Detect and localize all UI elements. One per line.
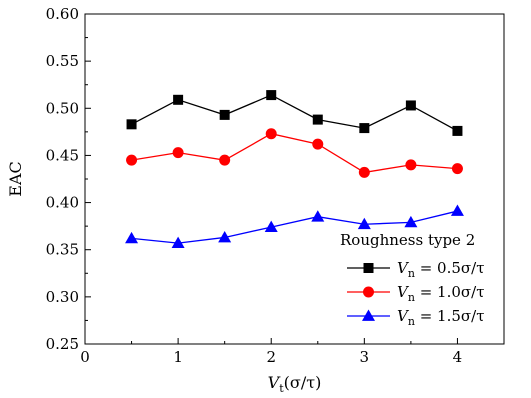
series-3 [125,204,464,248]
data-point [265,128,277,140]
data-point [358,166,370,178]
y-tick-label: 0.35 [46,241,79,259]
data-point [219,109,230,120]
data-point [218,230,232,243]
data-point [312,114,323,125]
data-point [450,204,464,216]
data-point [126,119,137,130]
data-point [405,159,417,171]
data-point [451,163,463,175]
legend-label: Vn = 1.0σ/τ [397,283,485,304]
data-point [405,100,416,111]
x-tick-label: 4 [453,348,463,366]
data-point [172,147,184,159]
data-point [266,90,277,101]
legend-item-1: Vn = 0.5σ/τ [347,259,485,280]
y-tick-label: 0.40 [46,194,79,212]
data-point [126,154,138,166]
y-axis-ticks: 0.25 0.30 0.35 0.40 0.45 0.50 0.55 0.60 [46,5,91,353]
legend-swatch-marker [362,309,375,321]
y-tick-label: 0.45 [46,146,79,164]
y-tick-label: 0.25 [46,335,79,353]
x-tick-label: 3 [360,348,370,366]
legend: Roughness type 2 Vn = 0.5σ/τ Vn = 1.0σ/τ V… [340,231,485,328]
legend-title: Roughness type 2 [340,231,475,249]
series-1 [126,90,463,136]
x-tick-label: 1 [173,348,183,366]
x-axis-label: Vt(σ/τ) [268,373,322,395]
y-axis-label: EAC [6,161,25,196]
data-point [357,217,371,230]
data-point [125,231,139,244]
data-point [452,125,463,136]
y-tick-label: 0.30 [46,288,79,306]
legend-item-2: Vn = 1.0σ/τ [347,283,485,304]
series-line [131,94,458,132]
legend-label: Vn = 0.5σ/τ [397,259,485,280]
x-tick-label: 2 [266,348,276,366]
legend-swatch-marker [363,286,374,298]
series-line [131,133,458,174]
data-point [359,123,370,134]
x-axis-label-rest: (σ/τ) [284,373,322,392]
legend-item-3: Vn = 1.5σ/τ [347,307,485,328]
data-point [311,210,325,222]
x-tick-label: 0 [80,348,90,366]
data-point [404,215,418,228]
series-layer [125,90,464,248]
series-2 [126,128,463,178]
data-point [219,154,231,166]
y-tick-label: 0.50 [46,99,79,117]
legend-label: Vn = 1.5σ/τ [397,307,485,328]
data-point [264,220,278,232]
y-tick-label: 0.60 [46,5,79,23]
y-tick-label: 0.55 [46,52,79,70]
data-point [171,236,185,248]
x-axis-label-sub: t [279,382,284,395]
data-point [173,94,184,105]
legend-swatch-marker [363,263,374,273]
series-line [131,210,458,244]
data-point [312,138,324,150]
x-axis-label-main: V [268,373,281,392]
x-axis-ticks: 0 1 2 3 4 [80,338,462,366]
